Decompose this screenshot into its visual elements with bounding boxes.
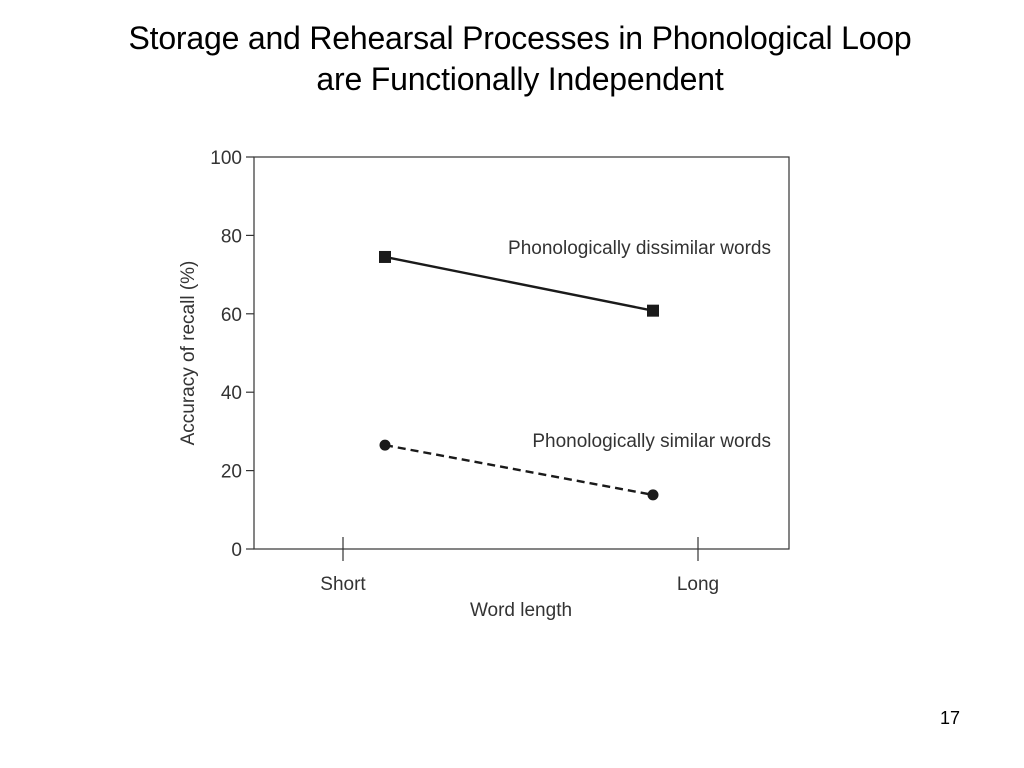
- series-label-similar: Phonologically similar words: [532, 431, 771, 452]
- y-axis: 0 20 40 60 80 100: [210, 148, 254, 561]
- series-layer: Phonologically dissimilar words Phonologi…: [379, 238, 771, 501]
- plot-frame: [253, 156, 790, 550]
- series-line-similar: [384, 443, 654, 497]
- x-axis-label: Word length: [470, 600, 572, 621]
- slide-title: Storage and Rehearsal Processes in Phono…: [40, 18, 1000, 100]
- x-tick-label-long: Long: [677, 574, 719, 595]
- y-tick-label: 40: [221, 383, 242, 404]
- data-point-similar-short: [379, 439, 391, 451]
- series-label-dissimilar: Phonologically dissimilar words: [508, 238, 771, 259]
- y-tick-label: 80: [221, 226, 242, 247]
- slide-title-line-2: are Functionally Independent: [316, 61, 724, 97]
- x-tick-label-short: Short: [320, 574, 366, 595]
- y-tick-label: 0: [231, 540, 242, 561]
- slide-title-line-1: Storage and Rehearsal Processes in Phono…: [128, 20, 912, 56]
- y-tick-label: 100: [210, 148, 242, 169]
- data-point-dissimilar-short: [379, 250, 391, 263]
- series-line-dissimilar: [384, 255, 654, 312]
- y-tick-label: 60: [221, 305, 242, 326]
- y-tick-label: 20: [221, 462, 242, 483]
- y-axis-label: Accuracy of recall (%): [178, 261, 199, 446]
- data-point-dissimilar-long: [647, 304, 659, 317]
- page-number: 17: [939, 708, 961, 728]
- x-axis: Short Long: [320, 537, 719, 595]
- data-point-similar-long: [647, 489, 659, 501]
